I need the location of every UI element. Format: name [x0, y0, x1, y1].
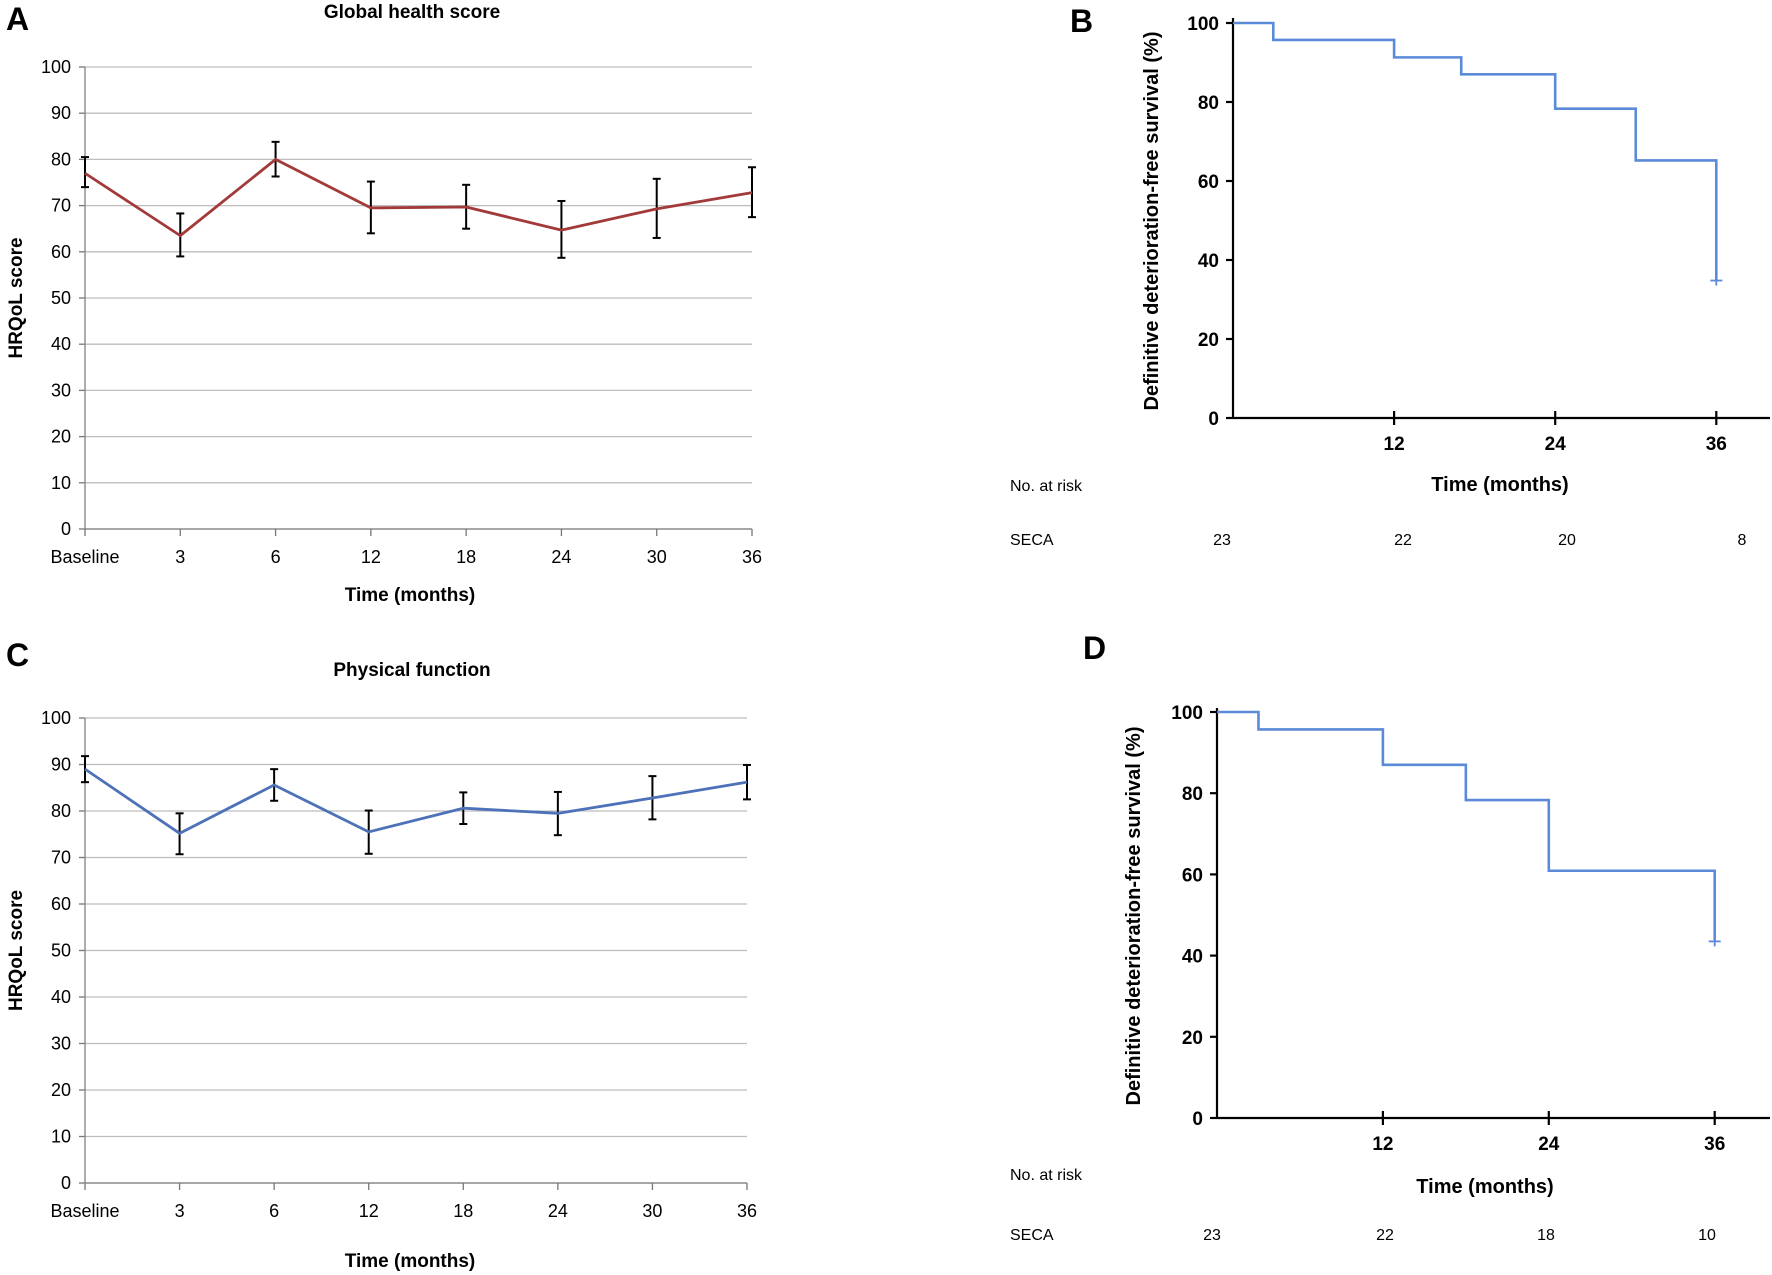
y-tick-label: 60 [1182, 865, 1203, 886]
x-tick-label: 36 [742, 547, 762, 567]
risk-table-row-label: SECA [1010, 1227, 1054, 1244]
y-tick-label: 70 [51, 196, 71, 216]
x-tick-label: 24 [1545, 434, 1567, 455]
x-tick-label: 36 [737, 1201, 757, 1221]
y-tick-label: 0 [1192, 1109, 1203, 1130]
risk-table-value: 22 [1394, 532, 1412, 549]
y-tick-label: 70 [51, 848, 71, 868]
y-axis-label: HRQoL score [6, 890, 27, 1011]
y-axis-label: Definitive deterioration-free survival (… [1141, 32, 1163, 411]
risk-table-value: 22 [1376, 1227, 1394, 1244]
x-tick-label: 12 [359, 1201, 379, 1221]
y-tick-label: 0 [61, 1173, 71, 1193]
y-axis-label: Definitive deterioration-free survival (… [1123, 727, 1145, 1106]
y-axis-label: HRQoL score [6, 237, 27, 358]
y-tick-label: 20 [51, 427, 71, 447]
y-tick-label: 80 [51, 149, 71, 169]
y-tick-label: 40 [1182, 947, 1203, 968]
y-tick-label: 10 [51, 473, 71, 493]
risk-table-value: 23 [1203, 1227, 1221, 1244]
risk-table-header: No. at risk [1010, 478, 1083, 495]
series-line [84, 767, 748, 835]
y-tick-label: 50 [51, 941, 71, 961]
chart-physical-function: Physical function 0 10 20 30 40 50 60 70 80 90 100 B… [6, 660, 757, 1272]
chart-title: Physical function [333, 660, 490, 681]
panel-letter-c: C [6, 637, 29, 673]
y-tick-label: 80 [51, 801, 71, 821]
y-tick-label: 40 [51, 987, 71, 1007]
risk-table-value: 20 [1558, 532, 1576, 549]
y-tick-label: 60 [51, 242, 71, 262]
risk-table-value: 10 [1698, 1227, 1716, 1244]
x-tick-label: 18 [456, 547, 476, 567]
y-tick-label: 40 [51, 334, 71, 354]
y-tick-label: 30 [51, 380, 71, 400]
y-tick-label: 80 [1182, 784, 1203, 805]
y-tick-label: 100 [41, 708, 71, 728]
risk-table-value: 23 [1213, 532, 1231, 549]
chart-km-d: 0 20 40 60 80 100 12 24 36 Time (months) Definitiv… [1010, 703, 1770, 1244]
x-tick-label: 12 [1384, 434, 1405, 455]
km-step-line [1233, 21, 1718, 281]
x-tick-label: 36 [1706, 434, 1727, 455]
risk-table-header: No. at risk [1010, 1167, 1083, 1184]
x-tick-label: 30 [647, 547, 667, 567]
panel-letter-b: B [1070, 3, 1093, 39]
x-tick-label: 3 [175, 547, 185, 567]
x-tick-label: 12 [361, 547, 381, 567]
y-tick-label: 20 [1198, 330, 1219, 351]
x-tick-label: 6 [271, 547, 281, 567]
y-tick-label: 20 [1182, 1028, 1203, 1049]
y-tick-label: 100 [41, 57, 71, 77]
x-tick-label: 36 [1704, 1134, 1725, 1155]
x-tick-label: 24 [548, 1201, 568, 1221]
x-tick-label: 3 [175, 1201, 185, 1221]
y-tick-label: 0 [1208, 409, 1219, 430]
y-tick-label: 50 [51, 288, 71, 308]
y-tick-label: 80 [1198, 93, 1219, 114]
y-tick-label: 40 [1198, 251, 1219, 272]
risk-table-value: 8 [1738, 532, 1747, 549]
series-line [84, 157, 753, 238]
x-axis-label: Time (months) [345, 585, 476, 606]
risk-table-value: 18 [1537, 1227, 1555, 1244]
km-step-line [1217, 710, 1716, 942]
y-tick-label: 20 [51, 1080, 71, 1100]
x-tick-label: 30 [642, 1201, 662, 1221]
y-tick-label: 60 [1198, 172, 1219, 193]
panel-letter-d: D [1083, 630, 1106, 666]
x-tick-label: Baseline [50, 1201, 119, 1221]
x-tick-label: Baseline [50, 547, 119, 567]
y-tick-label: 90 [51, 103, 71, 123]
y-tick-label: 90 [51, 755, 71, 775]
x-tick-label: 12 [1372, 1134, 1393, 1155]
chart-global-health: Global health score 0 10 20 30 40 50 60 70 80 90 10… [6, 2, 762, 606]
x-axis-label: Time (months) [1431, 474, 1568, 496]
y-tick-label: 30 [51, 1034, 71, 1054]
panel-letter-a: A [6, 1, 29, 37]
y-tick-label: 60 [51, 894, 71, 914]
x-tick-label: 6 [269, 1201, 279, 1221]
y-tick-label: 0 [61, 519, 71, 539]
chart-km-b: 0 20 40 60 80 100 12 24 36 Time (months) Definitiv… [1010, 14, 1770, 549]
y-tick-label: 10 [51, 1127, 71, 1147]
risk-table-row-label: SECA [1010, 532, 1054, 549]
x-axis-label: Time (months) [345, 1251, 476, 1272]
chart-title: Global health score [324, 2, 500, 23]
x-tick-label: 18 [453, 1201, 473, 1221]
x-tick-label: 24 [551, 547, 571, 567]
x-tick-label: 24 [1538, 1134, 1560, 1155]
y-tick-label: 100 [1171, 703, 1203, 724]
y-tick-label: 100 [1187, 14, 1219, 35]
x-axis-label: Time (months) [1416, 1176, 1553, 1198]
